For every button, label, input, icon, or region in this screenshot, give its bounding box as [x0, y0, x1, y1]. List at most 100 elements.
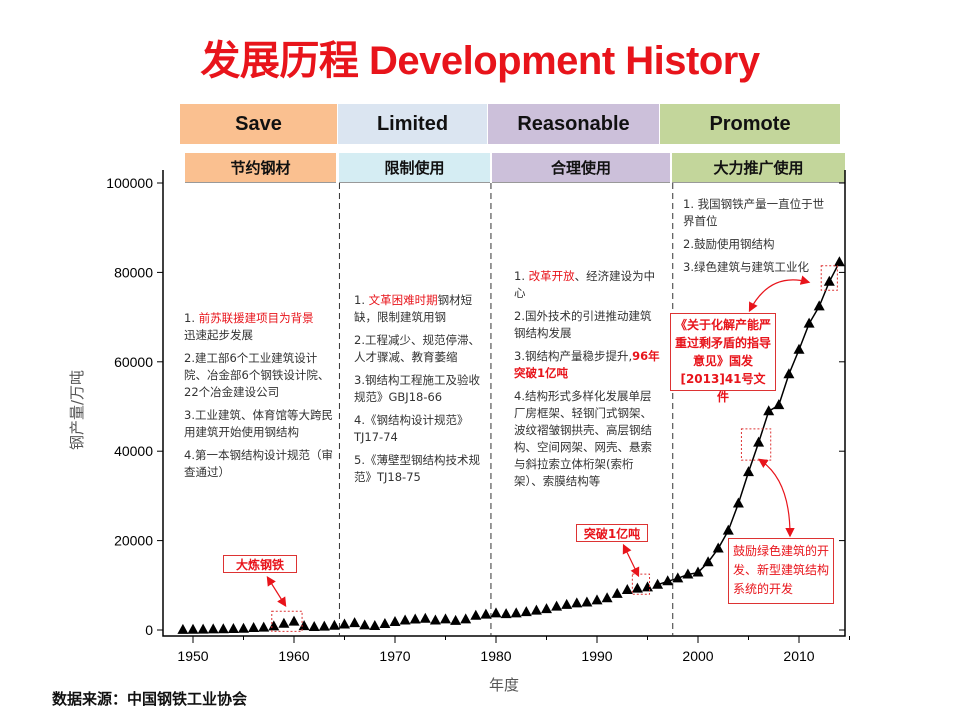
- data-point: [642, 581, 653, 592]
- x-tick-label: 1960: [278, 648, 309, 664]
- data-point: [803, 317, 815, 328]
- data-point: [288, 615, 300, 626]
- data-point: [551, 600, 563, 611]
- highlight-box: [271, 610, 303, 632]
- data-point: [773, 399, 785, 410]
- data-point: [248, 622, 260, 633]
- y-tick-label: 20000: [114, 533, 153, 549]
- data-point: [541, 603, 552, 614]
- data-point: [783, 368, 795, 379]
- data-point: [561, 598, 573, 609]
- x-tick-label: 1950: [177, 648, 208, 664]
- data-source: 数据来源：中国钢铁工业协会: [52, 690, 248, 708]
- data-point: [379, 618, 391, 629]
- data-point: [227, 623, 239, 634]
- data-point: [601, 592, 613, 603]
- data-point: [258, 621, 270, 632]
- data-point: [500, 608, 512, 619]
- note-stage-1: 1. 前苏联援建项目为背景 迅速起步发展 2.建工部6个工业建筑设计院、冶金部6个…: [184, 311, 333, 479]
- data-point: [460, 613, 472, 624]
- data-point: [369, 619, 381, 630]
- data-point: [359, 619, 371, 630]
- callout-arrow: [758, 458, 795, 538]
- data-point: [712, 542, 724, 553]
- data-point: [732, 497, 744, 508]
- y-tick-label: 0: [145, 622, 153, 638]
- data-point: [308, 621, 320, 632]
- data-point: [318, 620, 330, 631]
- data-point: [217, 623, 229, 634]
- data-point: [480, 608, 492, 619]
- data-point: [702, 556, 714, 567]
- data-point: [652, 578, 664, 589]
- data-point: [328, 619, 340, 630]
- note-stage-4: 1. 我国钢铁产量一直位于世界首位 2.鼓励使用钢结构 3.绿色建筑与建筑工业化: [683, 197, 825, 274]
- data-point: [571, 597, 583, 608]
- data-point: [743, 466, 754, 477]
- highlight-box: [631, 573, 651, 595]
- data-point: [197, 623, 209, 634]
- data-point: [419, 612, 431, 623]
- note-stage-3: 1. 改革开放、经济建设为中心 2.国外技术的引进推动建筑钢结构发展 3.钢结构…: [514, 269, 660, 488]
- stage-cn-limited: 限制使用: [339, 153, 490, 183]
- callout-great-leap: 大炼钢铁: [223, 555, 297, 573]
- data-point: [268, 620, 280, 631]
- data-point: [187, 623, 199, 634]
- x-axis-label: 年度: [489, 676, 519, 694]
- data-point: [450, 614, 462, 625]
- data-point: [722, 524, 734, 535]
- stage-cn-promote: 大力推广使用: [672, 153, 845, 183]
- data-point: [823, 275, 835, 286]
- callout-green-building: 鼓励绿色建筑的开发、新型建筑结构系统的开发: [728, 538, 834, 604]
- data-point: [581, 596, 593, 607]
- callout-policy-2013: 《关于化解产能严重过剩矛盾的指导意见》国发[2013]41号文件: [670, 313, 776, 404]
- stage-save: Save: [180, 104, 337, 144]
- axis-frame: [162, 170, 846, 637]
- x-tick-label: 2010: [783, 648, 814, 664]
- x-tick-label: 1980: [480, 648, 511, 664]
- x-tick-label: 2000: [682, 648, 713, 664]
- data-point: [520, 606, 532, 617]
- page-title: 发展历程 Development History: [200, 39, 760, 83]
- data-point: [682, 568, 694, 579]
- data-point: [207, 623, 219, 634]
- series-line: [657, 261, 841, 586]
- data-point: [591, 594, 603, 605]
- data-point: [833, 256, 845, 267]
- data-point: [621, 583, 633, 594]
- data-point: [662, 575, 674, 586]
- callout-100m-tons: 突破1亿吨: [576, 524, 648, 542]
- stage-promote: Promote: [660, 104, 840, 144]
- data-point: [510, 607, 522, 618]
- data-point: [490, 607, 502, 618]
- data-point: [813, 300, 825, 311]
- data-point: [399, 614, 411, 625]
- data-point: [389, 616, 401, 627]
- data-point: [238, 622, 249, 633]
- data-point: [339, 618, 350, 629]
- y-axis-label: 钢产量/万吨: [68, 370, 86, 450]
- highlight-box: [740, 428, 772, 461]
- highlight-box: [820, 265, 838, 291]
- data-point: [631, 582, 643, 593]
- data-point: [763, 405, 775, 416]
- x-tick-label: 1990: [581, 648, 612, 664]
- data-point: [298, 620, 310, 631]
- callout-arrow: [622, 543, 640, 578]
- stage-limited: Limited: [338, 104, 487, 144]
- data-point: [611, 587, 623, 598]
- data-point: [177, 623, 189, 634]
- y-tick-label: 80000: [114, 264, 153, 280]
- y-tick-label: 100000: [106, 175, 153, 191]
- stage-reasonable: Reasonable: [488, 104, 659, 144]
- callout-arrow: [748, 275, 811, 313]
- stage-cn-reasonable: 合理使用: [492, 153, 670, 183]
- note-stage-2: 1. 文革困难时期钢材短缺，限制建筑用钢 2.工程减少、规范停滞、人才骤减、教育…: [354, 293, 480, 484]
- data-point: [692, 566, 704, 577]
- data-point: [470, 609, 482, 620]
- data-point: [753, 436, 765, 447]
- callout-arrow: [266, 575, 287, 608]
- y-tick-label: 40000: [114, 443, 153, 459]
- data-point: [349, 617, 361, 628]
